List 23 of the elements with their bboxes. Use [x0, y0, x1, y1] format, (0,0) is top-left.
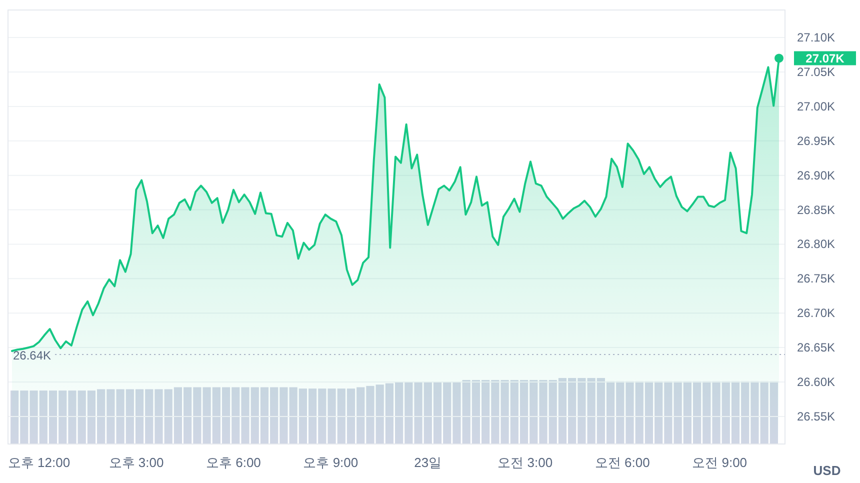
- x-tick-label: 오후 9:00: [303, 455, 358, 470]
- y-tick-label: 26.90K: [797, 168, 836, 182]
- y-tick-label: 27.00K: [797, 99, 836, 114]
- y-tick-label: 26.85K: [797, 202, 836, 217]
- x-tick-label: 오전 9:00: [692, 455, 748, 470]
- ref-line-label: 26.64K: [13, 348, 52, 362]
- y-tick-label: 26.55K: [797, 409, 836, 424]
- y-tick-label: 26.80K: [797, 237, 836, 252]
- x-tick-label: 오전 3:00: [498, 455, 553, 470]
- text: 27.07K: [806, 52, 845, 66]
- y-tick-label: 26.70K: [797, 306, 836, 320]
- x-tick-label: 23일: [414, 455, 442, 470]
- y-tick-label: 26.75K: [797, 272, 836, 286]
- y-tick-label: 26.65K: [797, 340, 836, 355]
- y-axis-title: USD: [813, 463, 841, 478]
- y-tick-label: 27.05K: [797, 65, 836, 79]
- x-tick-label: 오후 12:00: [8, 455, 70, 470]
- y-tick-label: 26.95K: [797, 134, 836, 148]
- y-tick-label: 26.60K: [797, 375, 836, 389]
- x-tick-label: 오후 6:00: [206, 455, 261, 470]
- x-tick-label: 오후 3:00: [108, 455, 164, 470]
- x-tick-label: 오전 6:00: [594, 455, 650, 470]
- y-tick-label: 27.10K: [797, 30, 836, 45]
